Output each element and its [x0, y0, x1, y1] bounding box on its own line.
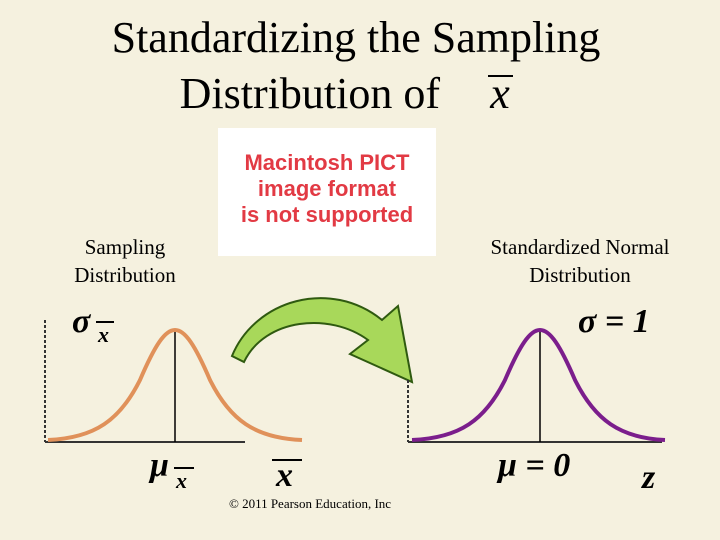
- footer: © 2011 Pearson Education, Inc: [229, 496, 391, 511]
- image-placeholder: [218, 128, 436, 256]
- placeholder-text: image format: [258, 176, 397, 201]
- curve: [411, 327, 666, 442]
- left-label: Distribution: [74, 263, 176, 287]
- mu: μ = 0: [496, 447, 570, 484]
- curve: [47, 327, 303, 442]
- placeholder-text: is not supported: [241, 202, 413, 227]
- title-line-1: Standardizing the Sampling: [112, 13, 601, 62]
- arrow: [230, 297, 414, 384]
- right-label: Distribution: [529, 263, 631, 287]
- x-axis-var: x: [275, 457, 293, 494]
- title-var: x: [489, 69, 510, 118]
- left-label: Sampling: [85, 235, 166, 259]
- mu-sub: x: [175, 468, 187, 493]
- sigma: σ: [72, 303, 92, 340]
- placeholder-text: Macintosh PICT: [244, 150, 410, 175]
- z-axis-var: z: [641, 459, 656, 496]
- right-label: Standardized Normal: [490, 235, 669, 259]
- mu: μ: [148, 447, 169, 484]
- title-line-2: Distribution of: [180, 69, 441, 118]
- sigma-sub: x: [97, 322, 109, 347]
- sigma: σ = 1: [578, 303, 650, 340]
